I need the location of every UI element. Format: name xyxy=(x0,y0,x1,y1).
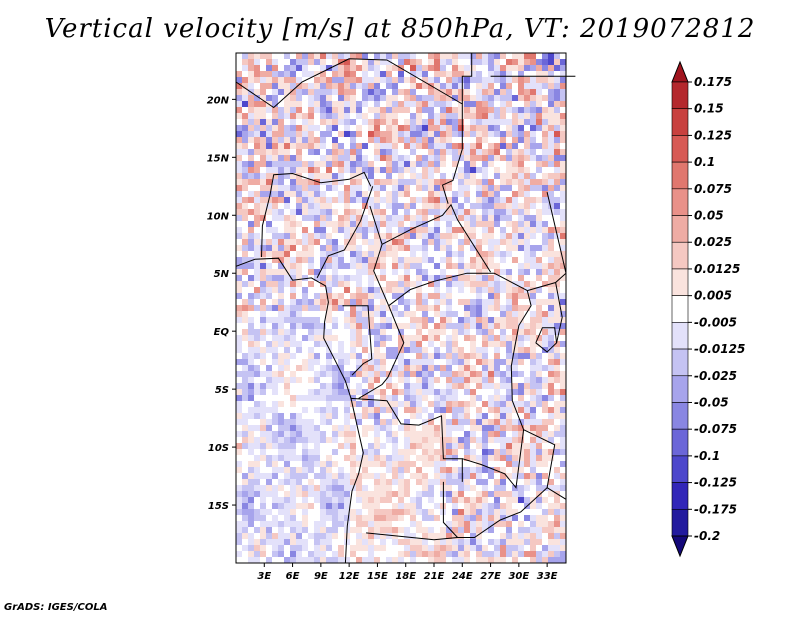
border-line xyxy=(235,257,364,564)
colorbar-swatch xyxy=(671,402,689,430)
colorbar-swatch xyxy=(671,268,689,296)
x-tick-label: 15E xyxy=(367,571,388,582)
colorbar-swatch xyxy=(671,322,689,350)
colorbar-label: 0.025 xyxy=(694,235,732,249)
colorbar-swatch xyxy=(671,295,689,323)
colorbar-swatch xyxy=(671,135,689,163)
y-tick-label: 5N xyxy=(214,269,230,280)
colorbar-label: 0.15 xyxy=(694,102,724,116)
colorbar-swatch xyxy=(671,188,689,216)
y-tick-label: 15N xyxy=(207,153,230,164)
y-tick-label: 5S xyxy=(215,385,229,396)
colorbar-swatch xyxy=(671,108,689,136)
colorbar-label: 0.05 xyxy=(694,209,724,223)
map-frame xyxy=(235,52,567,564)
colorbar-label: -0.0125 xyxy=(694,342,745,356)
colorbar-label: 0.175 xyxy=(694,75,732,89)
y-axis-ticks: 20N 15N 10N 5N EQ 5S 10S 15S xyxy=(207,95,236,512)
colorbar-label: 0.0125 xyxy=(694,262,740,276)
colorbar-swatch xyxy=(671,455,689,483)
colorbar-label: 0.1 xyxy=(694,155,715,169)
x-tick-label: 12E xyxy=(339,571,360,582)
border-line xyxy=(350,397,463,482)
border-line xyxy=(261,195,271,258)
colorbar-swatch xyxy=(671,215,689,243)
colorbar-label: -0.175 xyxy=(694,502,737,516)
colorbar-label: -0.125 xyxy=(694,476,737,490)
chart-title: Vertical velocity [m/s] at 850hPa, VT: 2… xyxy=(44,14,756,44)
country-borders xyxy=(235,53,576,564)
y-tick-label: 10S xyxy=(208,443,229,454)
border-line xyxy=(358,305,405,399)
colorbar-swatch xyxy=(671,482,689,510)
colorbar-swatch xyxy=(671,508,689,537)
colorbar-top-arrow xyxy=(671,60,689,83)
y-tick-label: 15S xyxy=(208,501,229,512)
border-line xyxy=(269,171,372,196)
border-line xyxy=(316,186,374,279)
colorbar: 0.175 0.15 0.125 0.1 0.075 0.05 0.025 0.0125 0.0… xyxy=(671,60,745,558)
border-line xyxy=(342,305,373,376)
border-line xyxy=(457,429,556,538)
border-line xyxy=(381,203,492,273)
colorbar-label: 0.005 xyxy=(694,289,732,303)
border-line xyxy=(462,290,532,489)
x-tick-label: 3E xyxy=(257,571,271,582)
border-line xyxy=(369,205,390,306)
x-tick-label: 21E xyxy=(424,571,445,582)
border-line xyxy=(527,191,567,292)
grads-credit: GrADS: IGES/COLA xyxy=(4,602,108,613)
colorbar-bottom-arrow xyxy=(671,535,689,558)
border-line xyxy=(546,487,567,563)
colorbar-label: -0.05 xyxy=(694,395,729,409)
colorbar-swatch xyxy=(671,241,689,270)
colorbar-swatch xyxy=(671,81,689,110)
border-line xyxy=(235,58,463,204)
y-tick-label: 10N xyxy=(207,211,230,222)
x-tick-label: 9E xyxy=(314,571,328,582)
y-tick-label: EQ xyxy=(214,327,230,338)
colorbar-label: 0.075 xyxy=(694,182,732,196)
colorbar-label: 0.125 xyxy=(694,128,732,142)
colorbar-label: -0.075 xyxy=(694,422,737,436)
colorbar-label: -0.1 xyxy=(694,449,720,463)
x-tick-label: 33E xyxy=(537,571,558,582)
border-line xyxy=(388,272,528,307)
colorbar-swatch xyxy=(671,375,689,403)
map-plot-area xyxy=(235,52,567,564)
colorbar-label: -0.005 xyxy=(694,315,737,329)
velocity-field xyxy=(236,53,566,563)
x-tick-label: 24E xyxy=(452,571,473,582)
border-line xyxy=(461,53,473,104)
colorbar-label: -0.025 xyxy=(694,369,737,383)
colorbar-swatch xyxy=(671,428,689,457)
y-tick-label: 20N xyxy=(207,95,230,106)
x-tick-label: 6E xyxy=(286,571,300,582)
colorbar-label: -0.2 xyxy=(694,529,720,543)
border-line xyxy=(555,282,563,343)
colorbar-swatch xyxy=(671,161,689,190)
x-axis-ticks: 3E 6E 9E 12E 15E 18E 21E 24E 27E 30E 33E xyxy=(257,563,558,582)
x-tick-label: 18E xyxy=(395,571,416,582)
colorbar-swatch xyxy=(671,348,689,377)
x-tick-label: 30E xyxy=(508,571,529,582)
border-line xyxy=(535,327,558,353)
x-tick-label: 27E xyxy=(480,571,501,582)
